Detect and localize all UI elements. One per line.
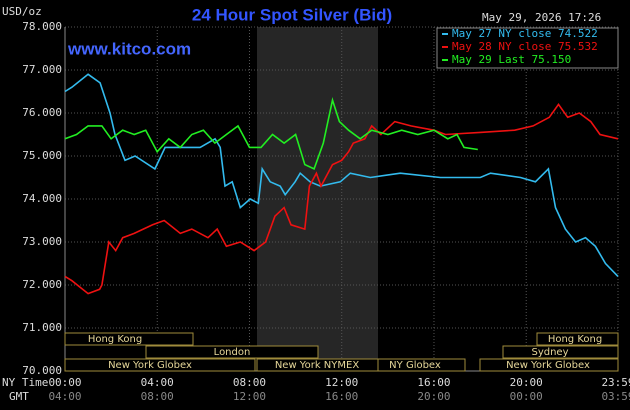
x-tick-label: 08:00 xyxy=(233,376,266,389)
sessions: Hong Kong London New York Globex New Yor… xyxy=(64,332,619,372)
session-bar xyxy=(64,358,256,372)
session-label: Hong Kong xyxy=(548,334,602,345)
legend-label: May 27 NY close 74.522 xyxy=(452,27,598,40)
session-bar xyxy=(377,358,466,372)
session-label: New York Globex xyxy=(506,360,590,371)
x-row-label: NY Time xyxy=(2,376,48,389)
watermark: www.kitco.com xyxy=(67,39,191,58)
y-tick-label: 72.000 xyxy=(22,278,62,291)
legend-label: May 28 NY close 75.532 xyxy=(452,40,598,53)
y-tick-label: 75.000 xyxy=(22,149,62,162)
session-label: New York Globex xyxy=(108,360,192,371)
y-tick-label: 74.000 xyxy=(22,192,62,205)
session-label: Sydney xyxy=(531,347,568,358)
gmt-tick-label: 00:00 xyxy=(510,390,543,403)
chart-title: 24 Hour Spot Silver (Bid) xyxy=(192,5,392,24)
session-bar xyxy=(145,345,319,359)
gmt-tick-label: 20:00 xyxy=(417,390,450,403)
x-tick-label: 12:00 xyxy=(325,376,358,389)
gmt-tick-label: 12:00 xyxy=(233,390,266,403)
session-label: London xyxy=(214,347,251,358)
session-label: New York NYMEX xyxy=(275,360,360,371)
series-line xyxy=(64,103,619,295)
y-tick-label: 71.000 xyxy=(22,321,62,334)
session-bar xyxy=(536,332,619,346)
session-label: NY Globex xyxy=(389,360,441,371)
session-bar xyxy=(479,358,619,372)
x-tick-label: 20:00 xyxy=(510,376,543,389)
unit-label: USD/oz xyxy=(2,5,42,18)
session-bar xyxy=(64,332,194,346)
x-tick-label: 16:00 xyxy=(417,376,450,389)
legend-label: May 29 Last 75.150 xyxy=(452,53,571,66)
timestamp: May 29, 2026 17:26 xyxy=(482,11,601,24)
gmt-tick-label: 04:00 xyxy=(48,390,81,403)
series-line xyxy=(64,96,478,170)
session-bar xyxy=(502,345,619,359)
x-tick-label: 23:59 xyxy=(601,376,630,389)
x-tick-label: 04:00 xyxy=(141,376,174,389)
x-tick-label: 00:00 xyxy=(48,376,81,389)
y-tick-label: 70.000 xyxy=(22,364,62,377)
gmt-tick-label: 03:59 xyxy=(601,390,630,403)
series-line xyxy=(64,73,619,277)
legend-box xyxy=(436,27,619,69)
y-tick-label: 73.000 xyxy=(22,235,62,248)
gmt-tick-label: 08:00 xyxy=(141,390,174,403)
session-label: Hong Kong xyxy=(88,334,142,345)
gmt-tick-label: 16:00 xyxy=(325,390,358,403)
y-tick-label: 78.000 xyxy=(22,20,62,33)
y-tick-label: 76.000 xyxy=(22,106,62,119)
y-tick-label: 77.000 xyxy=(22,63,62,76)
x-row-label: GMT xyxy=(9,390,29,403)
